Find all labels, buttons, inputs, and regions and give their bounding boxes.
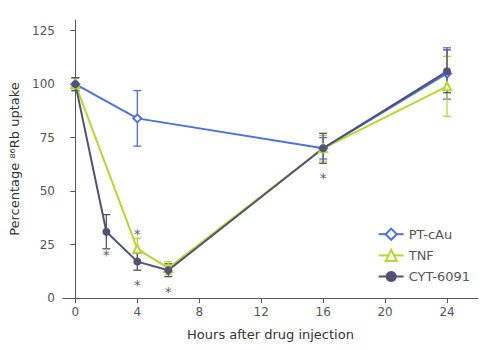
svg-text:12: 12 (254, 305, 269, 319)
svg-text:PT-cAu: PT-cAu (409, 227, 453, 242)
svg-text:Percentage ⁸⁶Rb uptake: Percentage ⁸⁶Rb uptake (7, 82, 22, 236)
svg-text:8: 8 (195, 305, 203, 319)
svg-text:75: 75 (40, 131, 55, 145)
svg-text:*: * (134, 277, 141, 293)
svg-text:*: * (165, 284, 172, 300)
svg-text:*: * (103, 247, 110, 263)
svg-text:20: 20 (377, 305, 392, 319)
svg-text:50: 50 (40, 184, 55, 198)
svg-text:125: 125 (32, 24, 55, 38)
svg-text:TNF: TNF (408, 248, 434, 263)
svg-text:0: 0 (47, 291, 55, 305)
svg-text:16: 16 (316, 305, 331, 319)
svg-text:0: 0 (72, 305, 80, 319)
svg-text:Hours after drug injection: Hours after drug injection (187, 327, 354, 342)
svg-text:4: 4 (134, 305, 142, 319)
svg-text:CYT-6091: CYT-6091 (409, 269, 470, 284)
svg-text:25: 25 (40, 238, 55, 252)
svg-text:24: 24 (439, 305, 454, 319)
svg-text:100: 100 (32, 77, 55, 91)
svg-text:*: * (134, 226, 141, 242)
svg-text:*: * (320, 170, 327, 186)
